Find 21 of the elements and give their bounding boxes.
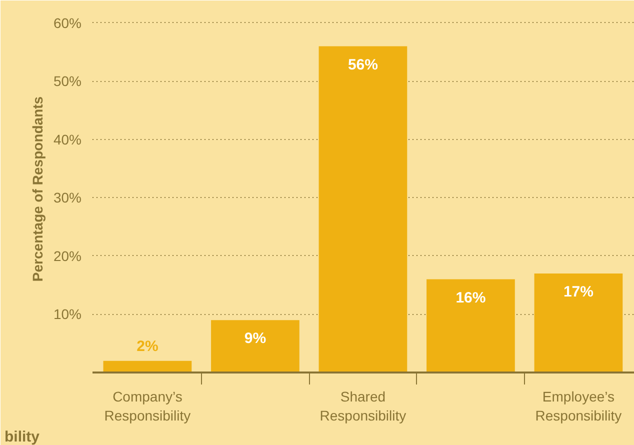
data-label: 56% — [348, 56, 378, 74]
y-tick-label: 30% — [53, 190, 82, 206]
x-tick-label: Shared Responsibility — [320, 388, 406, 424]
y-tick-label: 50% — [53, 73, 82, 90]
y-tick-label: 20% — [53, 248, 82, 264]
bar — [426, 279, 515, 372]
data-label: 17% — [563, 283, 594, 300]
y-axis-title: Percentage of Respondants — [29, 96, 46, 282]
y-tick-label: 40% — [53, 131, 82, 148]
x-tick-label: Company’s Responsibility — [104, 388, 191, 424]
bar — [103, 360, 192, 372]
data-label: 2% — [136, 338, 158, 355]
text: bility — [4, 428, 40, 445]
y-tick-label: 10% — [53, 306, 82, 322]
bar — [534, 273, 623, 372]
bar — [318, 46, 408, 372]
x-tick-label: Employee’s Responsibility — [535, 388, 622, 424]
data-label: 16% — [456, 289, 486, 306]
data-label: 9% — [244, 330, 266, 348]
y-tick-label: 60% — [53, 14, 82, 31]
bar — [211, 320, 300, 372]
